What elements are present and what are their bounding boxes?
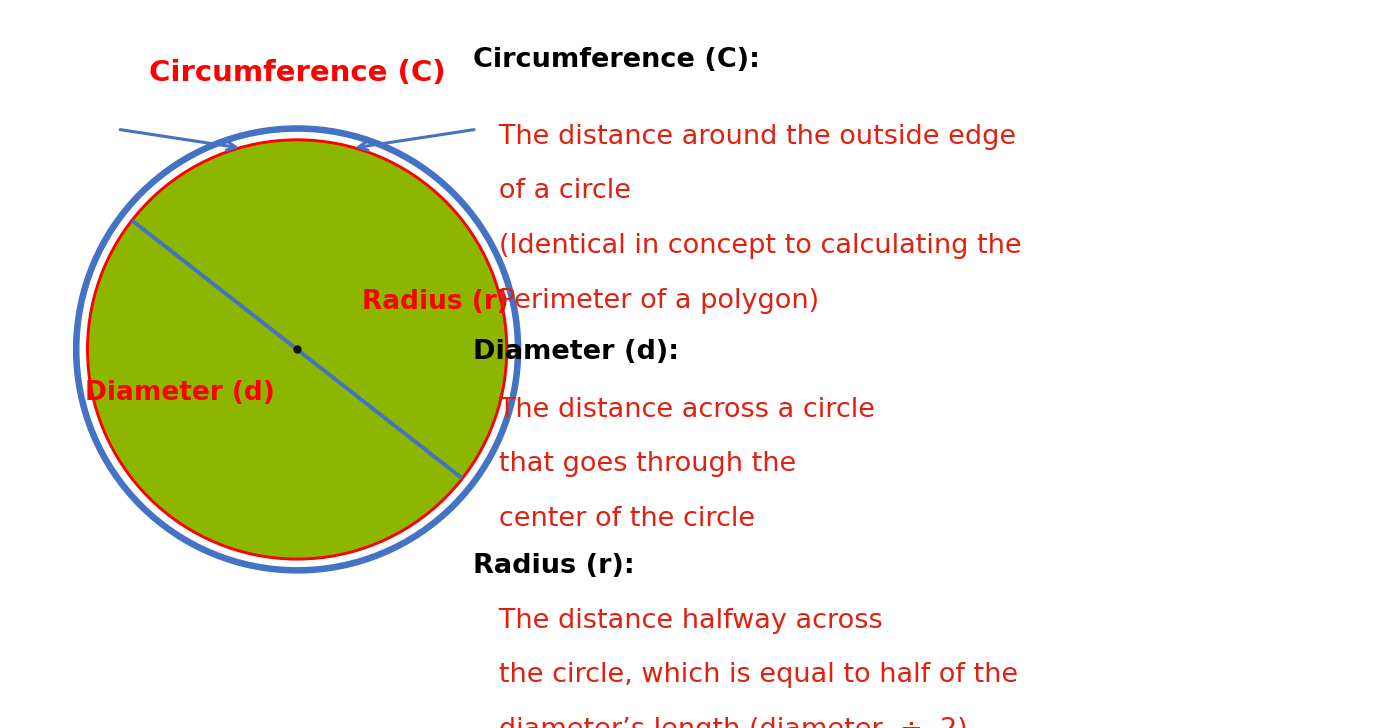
Text: The distance halfway across: The distance halfway across bbox=[473, 608, 882, 634]
Circle shape bbox=[73, 126, 521, 573]
Circle shape bbox=[90, 142, 504, 557]
Circle shape bbox=[80, 132, 514, 566]
Text: Diameter (d): Diameter (d) bbox=[84, 380, 275, 406]
Text: Diameter (d):: Diameter (d): bbox=[473, 339, 679, 365]
Text: Circumference (C):: Circumference (C): bbox=[473, 47, 760, 74]
Text: The distance across a circle: The distance across a circle bbox=[473, 397, 875, 423]
Text: Radius (r):: Radius (r): bbox=[473, 553, 634, 579]
Text: the circle, which is equal to half of the: the circle, which is equal to half of th… bbox=[473, 662, 1017, 689]
Text: Radius (r): Radius (r) bbox=[362, 289, 509, 315]
Text: (Identical in concept to calculating the: (Identical in concept to calculating the bbox=[473, 233, 1021, 259]
Text: of a circle: of a circle bbox=[473, 178, 630, 205]
Text: diameter’s length (diameter  ÷  2): diameter’s length (diameter ÷ 2) bbox=[473, 717, 967, 728]
Text: The distance around the outside edge: The distance around the outside edge bbox=[473, 124, 1016, 150]
Text: center of the circle: center of the circle bbox=[473, 506, 755, 532]
Text: Circumference (C): Circumference (C) bbox=[149, 60, 445, 87]
Circle shape bbox=[87, 139, 507, 560]
Text: Perimeter of a polygon): Perimeter of a polygon) bbox=[473, 288, 818, 314]
Text: that goes through the: that goes through the bbox=[473, 451, 796, 478]
